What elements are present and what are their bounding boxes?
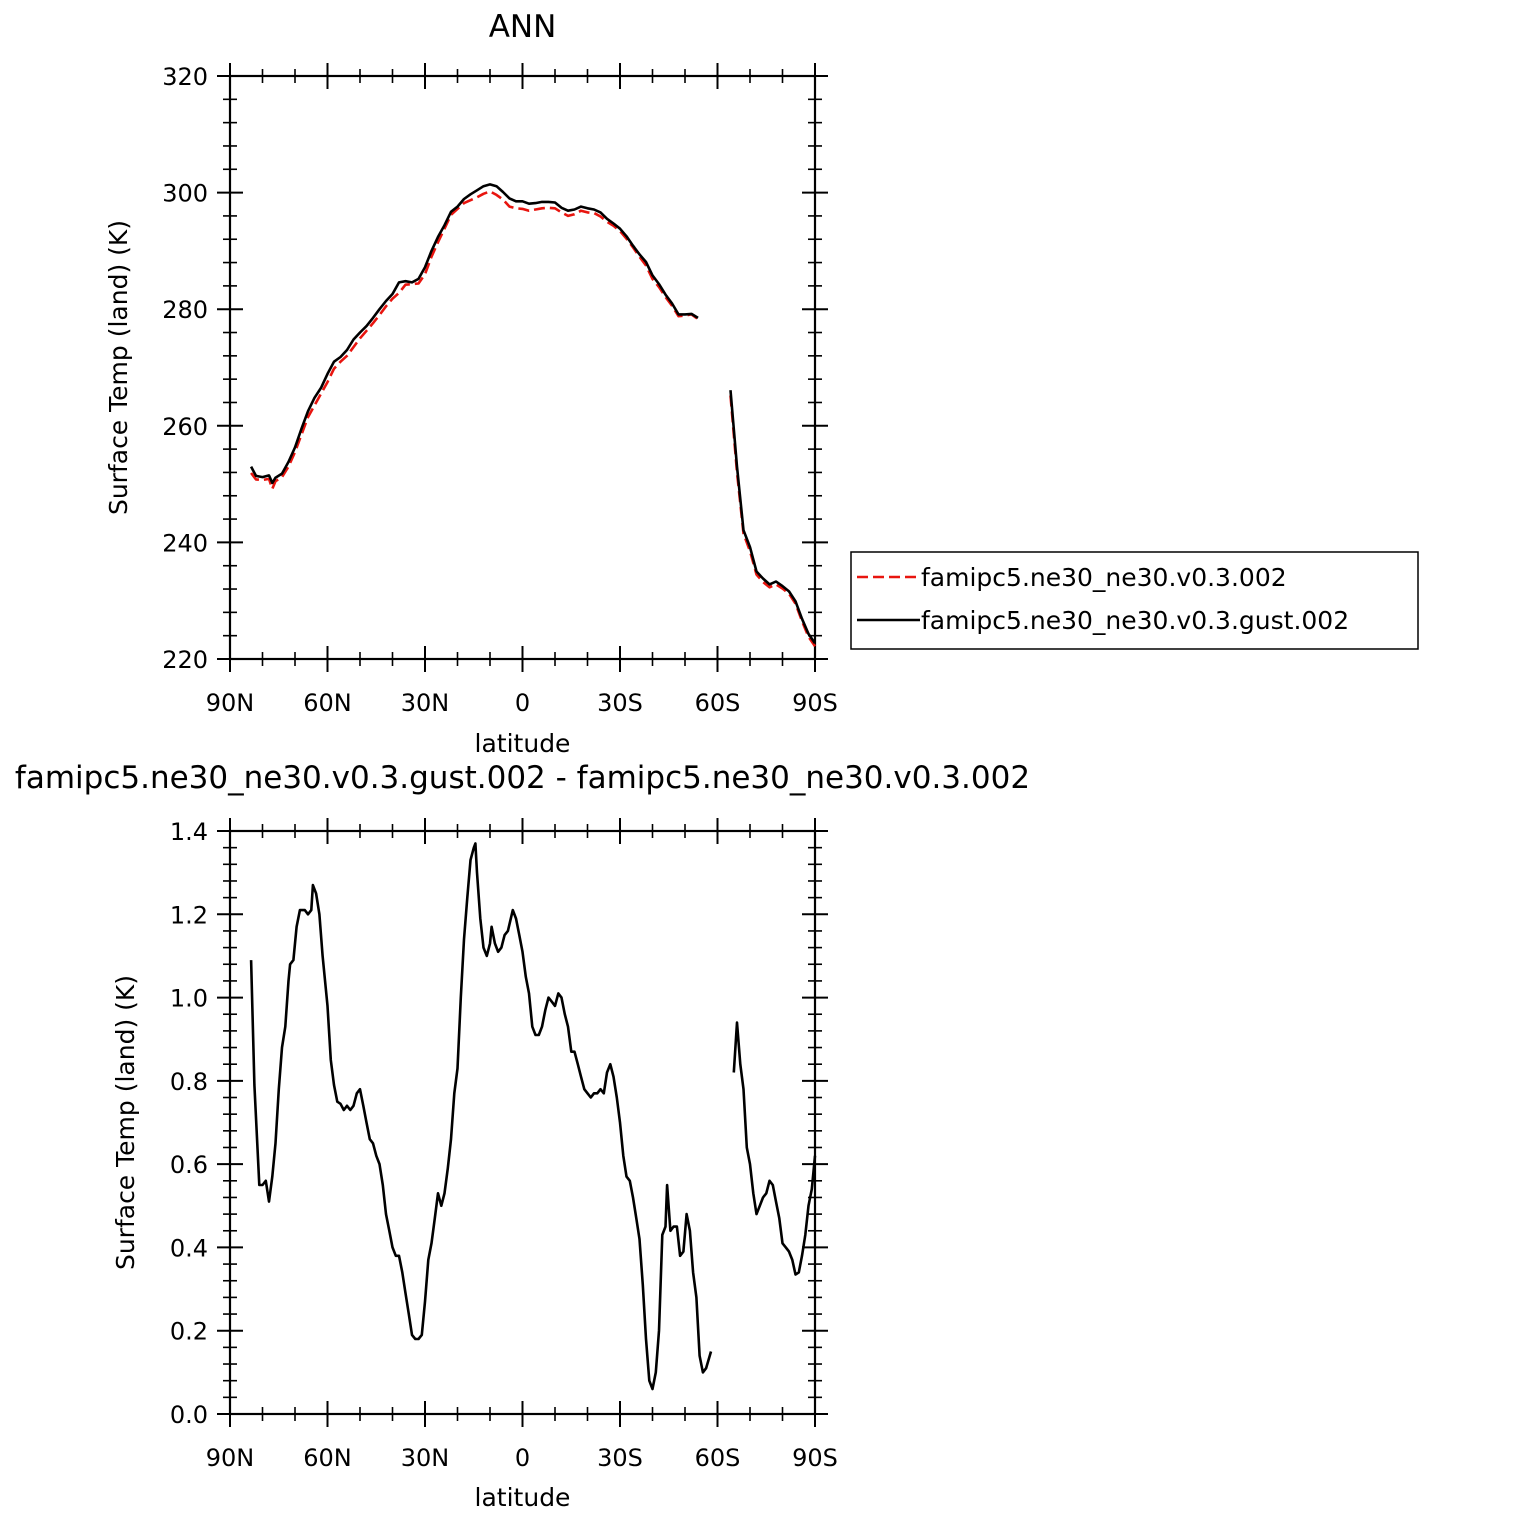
y-tick-label: 240 bbox=[162, 529, 208, 557]
series-segment bbox=[249, 183, 699, 485]
y-tick-label: 260 bbox=[162, 413, 208, 441]
chart-title: famipc5.ne30_ne30.v0.3.gust.002 - famipc… bbox=[15, 760, 1030, 796]
plot-frame bbox=[228, 74, 817, 661]
x-tick-label: 0 bbox=[515, 1444, 530, 1472]
legend-label: famipc5.ne30_ne30.v0.3.gust.002 bbox=[921, 606, 1349, 635]
x-tick-label: 90N bbox=[206, 689, 255, 717]
chart-title: ANN bbox=[489, 9, 557, 45]
y-tick-label: 1.2 bbox=[170, 901, 208, 929]
x-tick-label: 60S bbox=[695, 689, 741, 717]
x-tick-label: 60N bbox=[303, 689, 352, 717]
x-axis-label: latitude bbox=[475, 1483, 571, 1512]
y-tick-label: 0.4 bbox=[170, 1234, 208, 1262]
x-tick-label: 90S bbox=[792, 1444, 838, 1472]
x-tick-label: 30S bbox=[597, 689, 643, 717]
y-tick-label: 1.0 bbox=[170, 985, 208, 1013]
x-tick-label: 0 bbox=[515, 689, 530, 717]
x-tick-label: 30S bbox=[597, 1444, 643, 1472]
y-tick-label: 0.6 bbox=[170, 1151, 208, 1179]
series-line-2 bbox=[249, 183, 817, 645]
y-axis-label: Surface Temp (land) (K) bbox=[104, 220, 133, 515]
y-axis-label: Surface Temp (land) (K) bbox=[111, 975, 140, 1270]
y-tick-label: 0.8 bbox=[170, 1068, 208, 1096]
legend: famipc5.ne30_ne30.v0.3.002 famipc5.ne30_n… bbox=[850, 551, 1419, 650]
y-tick-label: 0.0 bbox=[170, 1401, 208, 1429]
y-tick-label: 320 bbox=[162, 63, 208, 91]
y-tick-label: 220 bbox=[162, 646, 208, 674]
x-axis-label: latitude bbox=[475, 729, 571, 758]
x-tick-label: 30N bbox=[401, 689, 450, 717]
x-tick-label: 30N bbox=[401, 1444, 450, 1472]
x-tick-label: 90S bbox=[792, 689, 838, 717]
x-tick-label: 60N bbox=[303, 1444, 352, 1472]
y-tick-label: 0.2 bbox=[170, 1318, 208, 1346]
series-line-1 bbox=[250, 190, 817, 647]
x-tick-label: 90N bbox=[206, 1444, 255, 1472]
chart-1: ANN 90N 60N 30N 0 30S 60S 90S 220 240 260 280 300 320… bbox=[104, 9, 1419, 758]
legend-label: famipc5.ne30_ne30.v0.3.002 bbox=[921, 563, 1287, 592]
chart-2: famipc5.ne30_ne30.v0.3.gust.002 - famipc… bbox=[15, 760, 1030, 1512]
series-segment bbox=[250, 190, 699, 491]
series-line-1 bbox=[249, 842, 817, 1391]
series-segment bbox=[249, 842, 713, 1391]
series-segment bbox=[732, 1021, 817, 1276]
y-tick-label: 1.4 bbox=[170, 818, 208, 846]
legend-box bbox=[850, 551, 1419, 650]
y-tick-label: 300 bbox=[162, 180, 208, 208]
y-tick-label: 280 bbox=[162, 296, 208, 324]
x-tick-label: 60S bbox=[695, 1444, 741, 1472]
plot-frame bbox=[228, 829, 817, 1416]
series-segment bbox=[729, 390, 817, 645]
